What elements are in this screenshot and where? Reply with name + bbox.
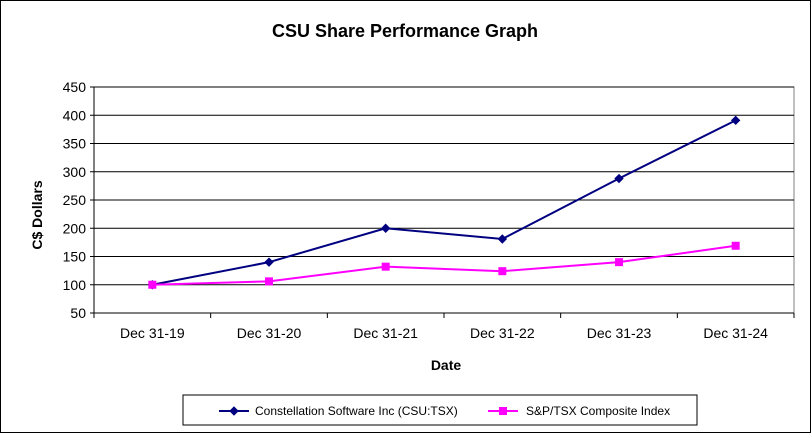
y-tick-label: 200 — [63, 220, 87, 236]
legend-swatch-marker — [229, 406, 239, 416]
x-tick-label: Dec 31-22 — [470, 325, 535, 341]
series-2 — [148, 241, 740, 289]
x-tick-label: Dec 31-23 — [587, 325, 652, 341]
data-point — [730, 115, 741, 126]
y-tick-label: 400 — [63, 107, 87, 123]
data-point — [731, 241, 740, 250]
data-point — [498, 267, 507, 276]
data-point — [264, 257, 274, 267]
data-point — [497, 234, 508, 244]
series-line — [152, 119, 737, 286]
y-tick-label: 100 — [63, 277, 87, 293]
y-tick-label: 50 — [70, 305, 86, 321]
y-tick-label: 250 — [63, 192, 87, 208]
legend-swatch-marker — [499, 407, 507, 415]
x-tick-label: Dec 31-20 — [237, 325, 302, 341]
chart-title: CSU Share Performance Graph — [272, 21, 538, 41]
y-tick-label: 300 — [63, 164, 87, 180]
series-line — [152, 244, 736, 286]
legend-item-1: Constellation Software Inc (CSU:TSX) — [219, 404, 458, 418]
x-tick-label: Dec 31-21 — [353, 325, 418, 341]
legend-box — [182, 394, 698, 426]
y-tick-label: 350 — [63, 136, 87, 152]
data-point — [265, 277, 273, 286]
data-point — [614, 173, 624, 184]
legend-label: Constellation Software Inc (CSU:TSX) — [255, 404, 458, 418]
y-axis-ticks: 50 100 150 200 250 300 350 400 450 — [63, 79, 94, 321]
y-tick-label: 450 — [63, 79, 87, 95]
x-axis-ticks: Dec 31-19 Dec 31-20 Dec 31-21 Dec 31-22 Dec … — [93, 87, 795, 341]
x-axis-title: Date — [431, 357, 462, 373]
legend-item-2: S&P/TSX Composite Index — [488, 404, 670, 418]
x-tick-label: Dec 31-24 — [703, 325, 768, 341]
data-point — [148, 280, 157, 289]
y-tick-label: 150 — [63, 249, 87, 265]
series-1 — [147, 115, 741, 290]
data-point — [615, 258, 623, 267]
x-tick-label: Dec 31-19 — [120, 325, 185, 341]
legend-label: S&P/TSX Composite Index — [526, 404, 670, 418]
data-point — [381, 262, 390, 271]
gridlines — [94, 86, 794, 286]
series-lines — [147, 115, 741, 290]
data-point — [380, 223, 391, 233]
y-axis-title: C$ Dollars — [29, 180, 45, 249]
legend: Constellation Software Inc (CSU:TSX) S&P/… — [182, 394, 698, 426]
